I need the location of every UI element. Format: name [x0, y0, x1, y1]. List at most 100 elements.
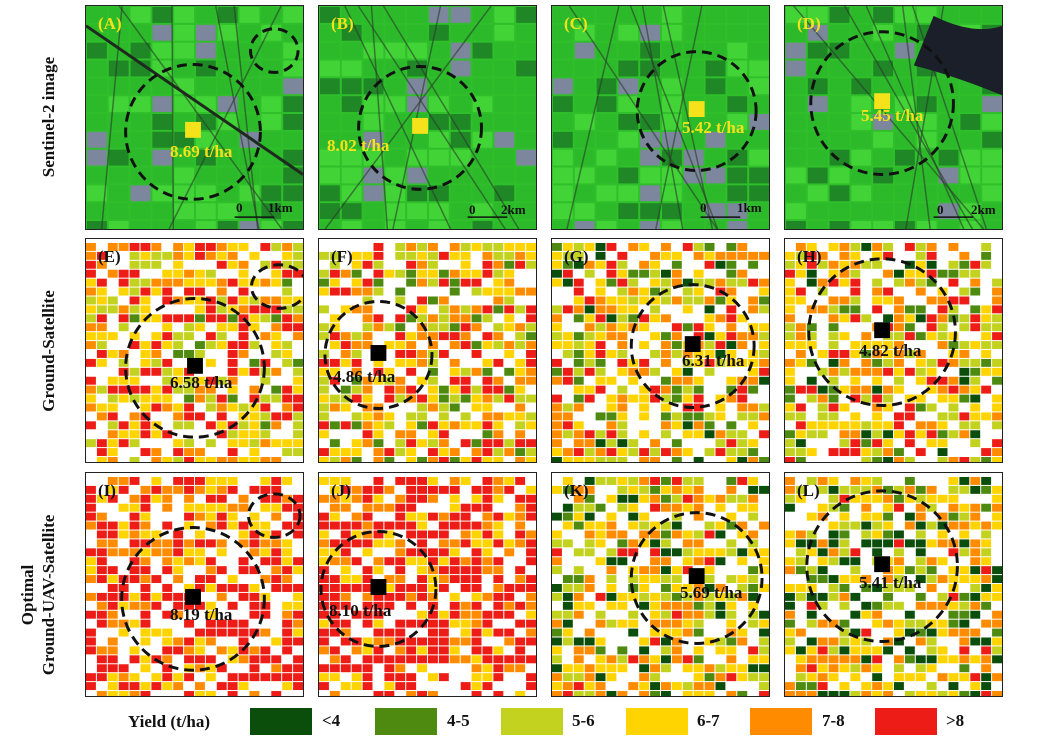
yield-parcel	[682, 557, 693, 566]
yield-parcel	[850, 485, 861, 494]
yield-parcel	[904, 314, 915, 323]
yield-parcel	[482, 503, 493, 512]
yield-parcel	[504, 350, 515, 358]
yield-parcel	[671, 367, 682, 376]
yield-parcel	[282, 314, 293, 323]
yield-parcel	[460, 530, 471, 539]
yield-parcel	[395, 494, 406, 503]
yield-parcel	[427, 691, 438, 696]
yield-parcel	[118, 485, 129, 494]
yield-parcel	[362, 548, 373, 557]
yield-parcel	[948, 628, 959, 637]
yield-parcel	[839, 421, 850, 430]
satellite-image	[319, 6, 536, 229]
field-parcel	[472, 221, 493, 229]
yield-parcel	[184, 601, 195, 610]
yield-parcel	[329, 673, 340, 682]
yield-parcel	[937, 341, 948, 350]
yield-parcel	[839, 584, 850, 592]
field-parcel	[873, 7, 894, 23]
yield-parcel	[937, 305, 948, 314]
field-parcel	[363, 114, 384, 130]
yield-parcel	[118, 664, 129, 673]
field-parcel	[516, 167, 536, 184]
yield-parcel	[959, 646, 970, 655]
yield-parcel	[86, 494, 96, 503]
yield-parcel	[926, 485, 937, 494]
yield-parcel	[406, 548, 417, 557]
yield-parcel	[417, 394, 428, 403]
yield-parcel	[693, 296, 704, 305]
yield-parcel	[872, 521, 883, 530]
yield-parcel	[96, 332, 107, 341]
yield-parcel	[86, 376, 96, 385]
yield-parcel	[959, 566, 970, 575]
yield-parcel	[373, 530, 384, 539]
yield-parcel	[584, 646, 595, 655]
yield-parcel	[552, 260, 562, 269]
yield-parcel	[384, 557, 395, 566]
yield-parcel	[107, 664, 118, 673]
yield-parcel	[140, 341, 151, 350]
yield-parcel	[151, 548, 162, 557]
field-parcel	[472, 203, 493, 220]
yield-parcel	[362, 655, 373, 664]
yield-parcel	[340, 682, 351, 691]
yield-parcel	[704, 430, 715, 439]
yield-parcel	[904, 403, 915, 412]
field-parcel	[261, 185, 282, 202]
yield-parcel	[227, 242, 238, 251]
yield-parcel	[293, 332, 303, 341]
yield-parcel	[748, 646, 759, 655]
yield-parcel	[606, 403, 617, 412]
yield-parcel	[660, 521, 671, 530]
yield-parcel	[915, 575, 926, 584]
field-parcel	[851, 42, 872, 59]
yield-parcel	[693, 682, 704, 691]
yield-parcel	[260, 260, 271, 269]
yield-parcel	[449, 503, 460, 512]
yield-parcel	[151, 403, 162, 412]
yield-parcel	[915, 367, 926, 376]
yield-parcel	[107, 494, 118, 503]
field-parcel	[851, 7, 872, 23]
yield-parcel	[660, 358, 671, 367]
yield-parcel	[515, 476, 526, 485]
yield-parcel	[893, 314, 904, 323]
yield-parcel	[482, 385, 493, 394]
field-parcel	[661, 221, 682, 229]
yield-parcel	[107, 610, 118, 619]
yield-parcel	[140, 521, 151, 530]
yield-parcel	[704, 494, 715, 503]
yield-parcel	[562, 430, 573, 439]
yield-parcel	[362, 584, 373, 592]
yield-parcel	[129, 539, 140, 548]
yield-parcel	[373, 439, 384, 448]
yield-parcel	[249, 394, 260, 403]
yield-parcel	[216, 619, 227, 628]
yield-parcel	[118, 430, 129, 439]
yield-parcel	[915, 494, 926, 503]
yield-parcel	[395, 619, 406, 628]
yield-parcel	[759, 619, 769, 628]
yield-parcel	[384, 682, 395, 691]
yield-parcel	[249, 592, 260, 601]
yield-parcel	[915, 332, 926, 341]
yield-parcel	[238, 655, 249, 664]
legend-swatch	[250, 708, 312, 735]
yield-parcel	[639, 691, 650, 696]
yield-parcel	[329, 403, 340, 412]
yield-parcel	[704, 575, 715, 584]
yield-parcel	[839, 430, 850, 439]
field-parcel	[851, 60, 872, 77]
yield-parcel	[937, 448, 948, 457]
yield-parcel	[552, 367, 562, 376]
yield-parcel	[992, 521, 1002, 530]
yield-parcel	[639, 358, 650, 367]
yield-parcel	[682, 619, 693, 628]
yield-parcel	[650, 494, 661, 503]
yield-parcel	[319, 530, 329, 539]
road-line	[629, 6, 719, 229]
yield-parcel	[249, 646, 260, 655]
yield-parcel	[526, 557, 536, 566]
